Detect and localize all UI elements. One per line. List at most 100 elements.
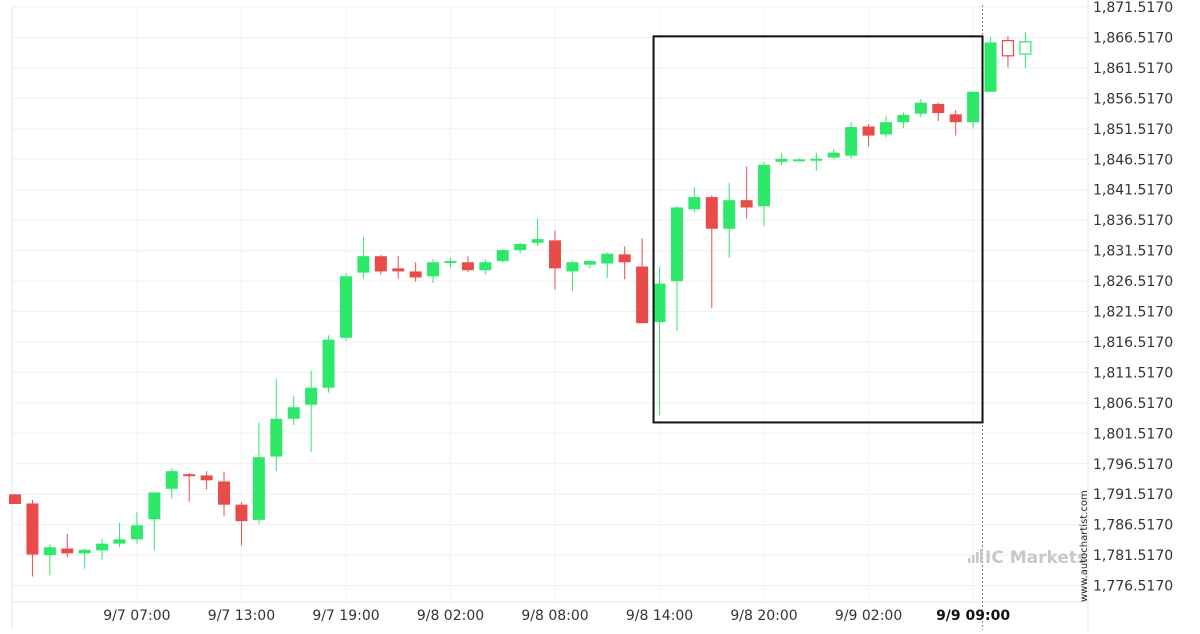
y-tick-label: 1,791.5170 <box>1093 487 1173 503</box>
candle-body <box>165 471 178 489</box>
candle <box>566 260 579 291</box>
y-tick-label: 1,841.5170 <box>1093 183 1173 199</box>
y-tick-label: 1,861.5170 <box>1093 61 1173 77</box>
candle-body <box>461 262 474 271</box>
y-tick-label: 1,846.5170 <box>1093 152 1173 168</box>
pattern-box <box>652 35 984 424</box>
candle-body <box>392 268 405 272</box>
candle <box>810 152 823 171</box>
candle-body <box>183 474 196 477</box>
candle-body <box>601 253 614 264</box>
candle-body <box>148 492 161 520</box>
candle-body <box>688 197 701 210</box>
candle <box>200 471 213 490</box>
candle-body <box>218 481 231 505</box>
y-tick-label: 1,796.5170 <box>1093 457 1173 473</box>
y-tick-label: 1,851.5170 <box>1093 122 1173 138</box>
candle-body <box>549 240 562 269</box>
candle <box>409 262 422 282</box>
candle <box>392 256 405 279</box>
candle <box>740 166 753 219</box>
candle-body <box>705 197 718 229</box>
candle <box>287 396 300 425</box>
y-tick-label: 1,781.5170 <box>1093 548 1173 564</box>
candle-body <box>1001 39 1015 57</box>
candle <box>723 183 736 259</box>
candle-body <box>932 103 945 114</box>
y-tick-label: 1,826.5170 <box>1093 274 1173 290</box>
y-tick-label: 1,776.5170 <box>1093 579 1173 595</box>
candle <box>26 499 39 577</box>
candle-body <box>566 262 579 272</box>
candle-body <box>270 418 283 457</box>
candle <box>531 218 544 246</box>
candle <box>775 152 788 165</box>
candle <box>758 161 771 226</box>
candle-body <box>444 261 457 264</box>
plot-frame <box>11 0 1089 630</box>
candle-body <box>810 158 823 161</box>
candle <box>183 472 196 502</box>
candle <box>96 538 109 560</box>
brand-name: IC Markets <box>985 548 1087 568</box>
grid-lines <box>12 6 1088 602</box>
x-tick-label: 9/7 13:00 <box>208 608 275 624</box>
candle <box>113 522 126 548</box>
x-tick-label: 9/7 07:00 <box>103 608 170 624</box>
candle <box>914 99 927 118</box>
x-axis: 9/7 07:00 9/7 13:00 9/7 19:00 9/8 02:00 9/8 … <box>103 608 1010 624</box>
candle-body <box>618 254 631 263</box>
y-tick-label: 1,816.5170 <box>1093 335 1173 351</box>
candle-body <box>61 548 74 554</box>
candle-body <box>113 539 126 544</box>
brand-logo: IC Markets <box>968 548 1087 568</box>
candle <box>601 252 614 279</box>
candle <box>984 36 997 92</box>
x-tick-label: 9/9 02:00 <box>835 608 902 624</box>
x-tick-label: 9/8 20:00 <box>730 608 797 624</box>
candle <box>1001 36 1015 68</box>
pattern-overlay <box>652 5 984 630</box>
candle <box>932 102 945 121</box>
candle <box>270 379 283 472</box>
y-tick-label: 1,786.5170 <box>1093 518 1173 534</box>
candle-body <box>496 250 509 262</box>
candle-body <box>758 164 771 207</box>
candle-body <box>514 244 527 251</box>
candle <box>949 110 962 136</box>
candle <box>130 511 143 544</box>
candle <box>427 259 440 283</box>
candle <box>688 187 701 213</box>
candle <box>897 112 910 129</box>
x-tick-label: 9/7 19:00 <box>312 608 379 624</box>
candle-body <box>740 200 753 208</box>
candle-body <box>949 114 962 123</box>
candle <box>61 533 74 558</box>
candle-body <box>531 239 544 243</box>
candle <box>792 158 805 162</box>
candle-body <box>252 457 265 520</box>
y-tick-label: 1,866.5170 <box>1093 30 1173 46</box>
candle <box>496 248 509 263</box>
candle-body <box>897 114 910 123</box>
candle <box>322 335 335 393</box>
candle-body <box>845 127 858 156</box>
candle <box>653 267 666 416</box>
candle-body <box>339 276 352 338</box>
candle-body <box>43 547 56 556</box>
candle <box>235 502 248 546</box>
y-tick-label: 1,831.5170 <box>1093 244 1173 260</box>
candle <box>78 548 91 569</box>
candle <box>444 257 457 269</box>
candle-body <box>427 262 440 277</box>
y-axis: 1,871.5170 1,866.5170 1,861.5170 1,856.5170… <box>1093 0 1173 595</box>
candle-body <box>374 256 387 272</box>
candle <box>549 230 562 290</box>
candle-body <box>914 102 927 114</box>
candle-body <box>479 262 492 271</box>
candle-body <box>792 159 805 162</box>
y-tick-label: 1,801.5170 <box>1093 426 1173 442</box>
candle-body <box>78 549 91 554</box>
candle <box>479 259 492 275</box>
